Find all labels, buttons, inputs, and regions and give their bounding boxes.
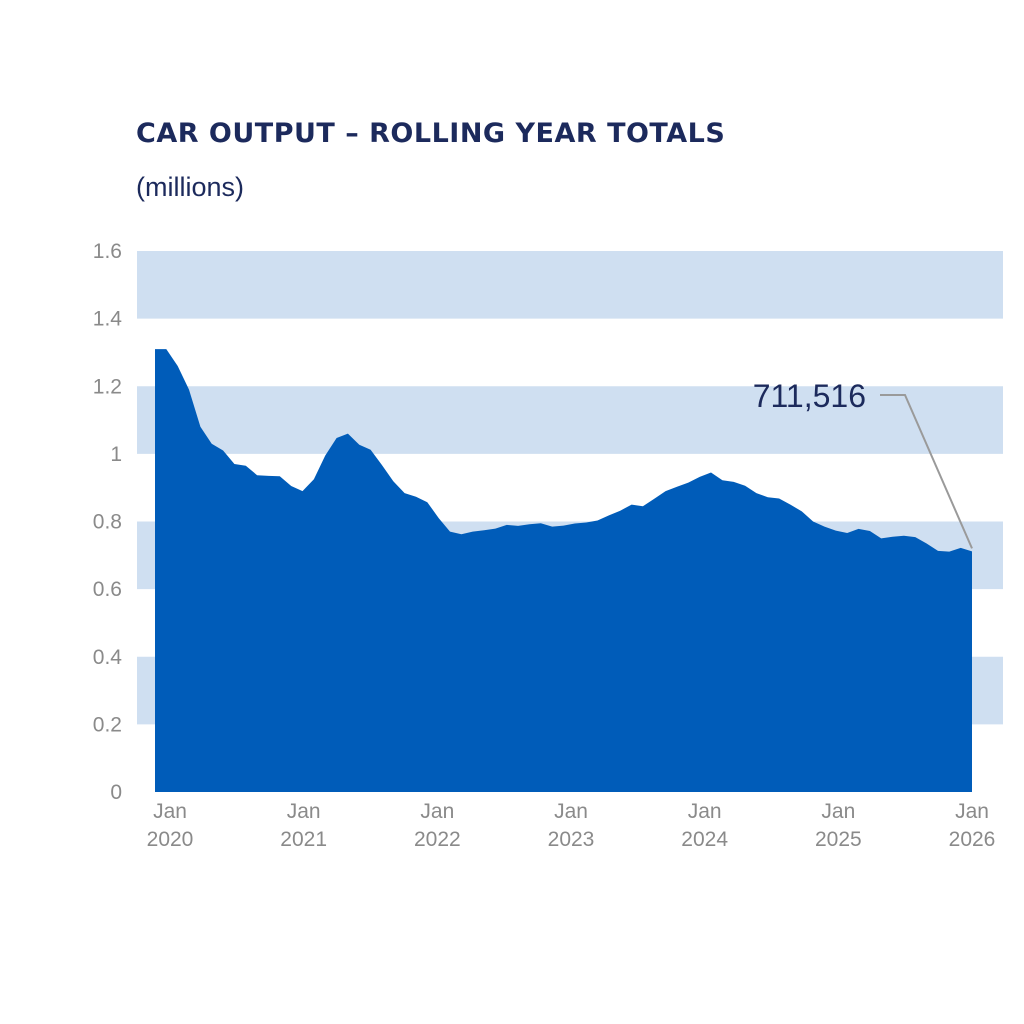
x-tick-month: Jan bbox=[688, 800, 722, 823]
x-tick-year: 2024 bbox=[681, 828, 728, 851]
y-tick-label: 1.4 bbox=[93, 308, 123, 331]
y-tick-label: 1 bbox=[110, 443, 122, 466]
x-tick-year: 2023 bbox=[548, 828, 595, 851]
x-tick-year: 2021 bbox=[280, 828, 327, 851]
x-tick-month: Jan bbox=[287, 800, 321, 823]
y-tick-label: 1.2 bbox=[93, 375, 122, 398]
annotation-leader-line bbox=[880, 394, 973, 549]
x-tick-month: Jan bbox=[554, 800, 588, 823]
x-tick-year: 2025 bbox=[815, 828, 862, 851]
gridline-band bbox=[137, 251, 1003, 319]
x-tick-month: Jan bbox=[955, 800, 989, 823]
x-tick-month: Jan bbox=[153, 800, 187, 823]
gridline-band bbox=[137, 386, 1003, 454]
y-tick-label: 0 bbox=[110, 781, 122, 804]
y-axis: 0 0.2 0.4 0.6 0.8 1 1.2 1.4 1.6 bbox=[93, 240, 123, 804]
y-tick-label: 1.6 bbox=[93, 240, 122, 263]
x-tick-month: Jan bbox=[821, 800, 855, 823]
chart-subtitle: (millions) bbox=[136, 172, 244, 202]
chart-title: CAR OUTPUT – ROLLING YEAR TOTALS bbox=[136, 118, 726, 149]
x-tick-year: 2020 bbox=[147, 828, 194, 851]
y-tick-label: 0.6 bbox=[93, 578, 122, 601]
x-tick-year: 2022 bbox=[414, 828, 461, 851]
x-axis: Jan 2020 Jan 2021 Jan 2022 Jan 2023 Jan 2024 Jan 20… bbox=[147, 800, 996, 851]
y-tick-label: 0.8 bbox=[93, 511, 122, 534]
series-area bbox=[155, 349, 972, 792]
x-tick-month: Jan bbox=[420, 800, 454, 823]
y-tick-label: 0.2 bbox=[93, 713, 122, 736]
y-tick-label: 0.4 bbox=[93, 646, 123, 669]
x-tick-year: 2026 bbox=[949, 828, 996, 851]
latest-value-annotation: 711,516 bbox=[753, 378, 866, 414]
